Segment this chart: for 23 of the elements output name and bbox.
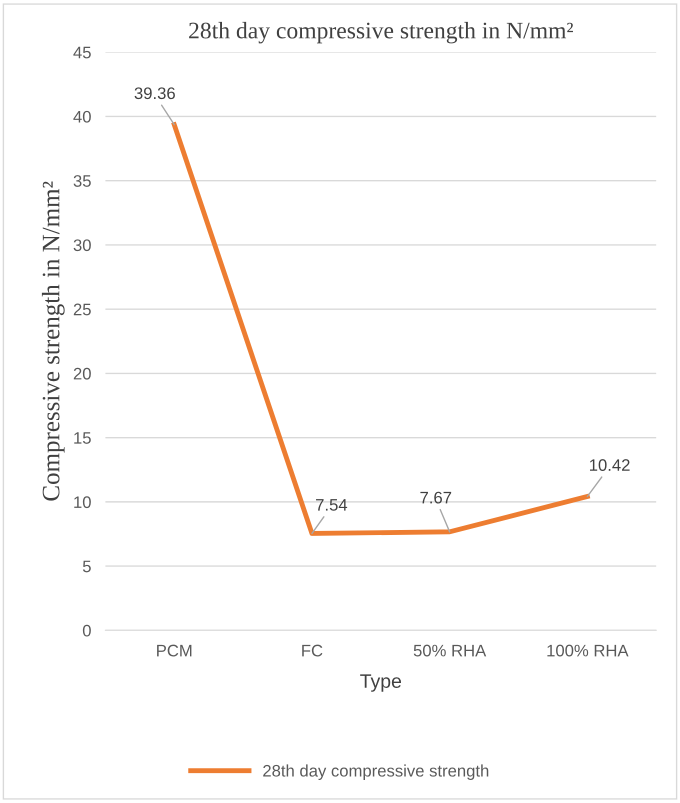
- y-tick-label: 20: [74, 368, 91, 380]
- chart-title: 28th day compressive strength in N/mm²: [189, 22, 573, 44]
- x-tick-label: PCM: [157, 644, 192, 656]
- x-tick-label: 100% RHA: [547, 644, 629, 656]
- y-tick-label: 25: [74, 304, 91, 316]
- y-tick-label: 15: [74, 432, 91, 444]
- data-label: 39.36: [134, 87, 175, 100]
- y-tick-label: 0: [82, 624, 91, 637]
- y-tick-label: 45: [73, 46, 91, 58]
- data-label: 10.42: [590, 459, 630, 471]
- line-series: [172, 122, 590, 536]
- y-tick-label: 30: [74, 239, 91, 252]
- y-tick-label: 5: [82, 560, 91, 572]
- data-label: 7.67: [420, 492, 452, 504]
- x-tick-label: FC: [302, 644, 322, 656]
- y-tick-label: 35: [74, 175, 91, 187]
- x-tick-label: 50% RHA: [414, 644, 486, 656]
- y-tick-label: 40: [73, 110, 91, 123]
- x-axis-title: Type: [360, 674, 402, 692]
- y-tick-label: 10: [74, 496, 91, 508]
- y-axis-title: Compressive strength in N/mm²: [42, 182, 65, 501]
- data-label: 7.54: [316, 499, 348, 511]
- legend-label: 28th day compressive strength: [263, 764, 488, 780]
